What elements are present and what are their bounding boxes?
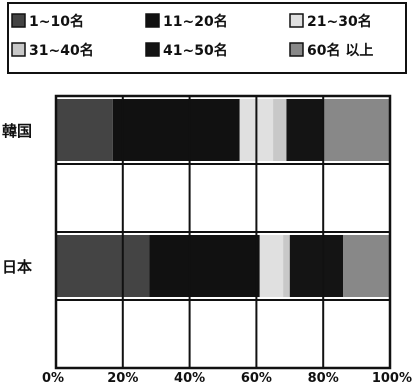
x-tick-label: 40% bbox=[174, 371, 205, 386]
bar-segment bbox=[56, 235, 150, 297]
legend-label: 1~10名 bbox=[29, 13, 84, 30]
bar-segment bbox=[283, 235, 290, 297]
x-tick-label: 80% bbox=[308, 371, 339, 386]
legend-swatch bbox=[145, 42, 160, 57]
bar-segment bbox=[289, 235, 344, 297]
legend-label: 41~50名 bbox=[163, 42, 228, 59]
plot-frame bbox=[54, 94, 392, 370]
legend-label: 11~20名 bbox=[163, 13, 228, 30]
legend-swatch bbox=[289, 13, 304, 28]
legend-label: 21~30名 bbox=[307, 13, 372, 30]
plot-area bbox=[54, 94, 392, 370]
legend-swatch bbox=[11, 13, 26, 28]
bar-segment bbox=[259, 235, 284, 297]
category-label: 日本 bbox=[2, 258, 32, 276]
bar-segment bbox=[323, 99, 390, 161]
legend-box bbox=[7, 2, 407, 74]
bar-segment bbox=[343, 235, 390, 297]
bar-segment bbox=[286, 99, 324, 161]
legend-label: 60名 以上 bbox=[307, 42, 373, 59]
bar-segment bbox=[112, 99, 240, 161]
bar-segment bbox=[273, 99, 287, 161]
legend-swatch bbox=[11, 42, 26, 57]
x-tick-label: 0% bbox=[42, 371, 64, 386]
legend-swatch bbox=[289, 42, 304, 57]
x-tick-label: 100% bbox=[372, 371, 412, 386]
bar-segment bbox=[56, 99, 113, 161]
legend: 1~10名 11~20名 21~30名 31~40名 41~50名 60名 以上 bbox=[7, 2, 407, 74]
legend-swatch bbox=[145, 13, 160, 28]
category-label: 韓国 bbox=[2, 122, 32, 140]
bar-segment bbox=[149, 235, 260, 297]
x-tick-label: 60% bbox=[241, 371, 272, 386]
legend-label: 31~40名 bbox=[29, 42, 94, 59]
x-tick-label: 20% bbox=[107, 371, 138, 386]
